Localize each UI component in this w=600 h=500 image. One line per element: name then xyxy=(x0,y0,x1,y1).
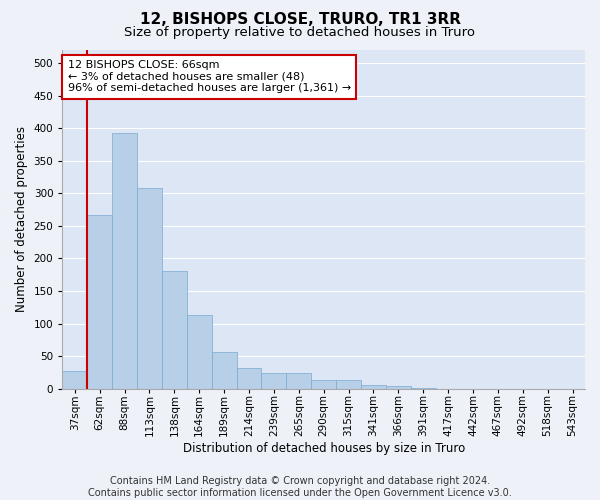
Bar xyxy=(311,380,336,389)
Bar xyxy=(236,368,262,389)
Bar xyxy=(411,388,436,389)
Bar xyxy=(361,385,386,389)
Bar xyxy=(212,352,236,389)
X-axis label: Distribution of detached houses by size in Truro: Distribution of detached houses by size … xyxy=(182,442,465,455)
Text: 12 BISHOPS CLOSE: 66sqm
← 3% of detached houses are smaller (48)
96% of semi-det: 12 BISHOPS CLOSE: 66sqm ← 3% of detached… xyxy=(68,60,351,94)
Bar xyxy=(112,134,137,389)
Text: 12, BISHOPS CLOSE, TRURO, TR1 3RR: 12, BISHOPS CLOSE, TRURO, TR1 3RR xyxy=(139,12,461,28)
Bar xyxy=(162,272,187,389)
Bar xyxy=(137,188,162,389)
Text: Size of property relative to detached houses in Truro: Size of property relative to detached ho… xyxy=(125,26,476,39)
Y-axis label: Number of detached properties: Number of detached properties xyxy=(15,126,28,312)
Bar xyxy=(386,386,411,389)
Bar xyxy=(62,370,87,389)
Bar xyxy=(286,373,311,389)
Text: Contains HM Land Registry data © Crown copyright and database right 2024.
Contai: Contains HM Land Registry data © Crown c… xyxy=(88,476,512,498)
Bar xyxy=(187,315,212,389)
Bar xyxy=(87,215,112,389)
Bar xyxy=(262,373,286,389)
Bar xyxy=(336,380,361,389)
